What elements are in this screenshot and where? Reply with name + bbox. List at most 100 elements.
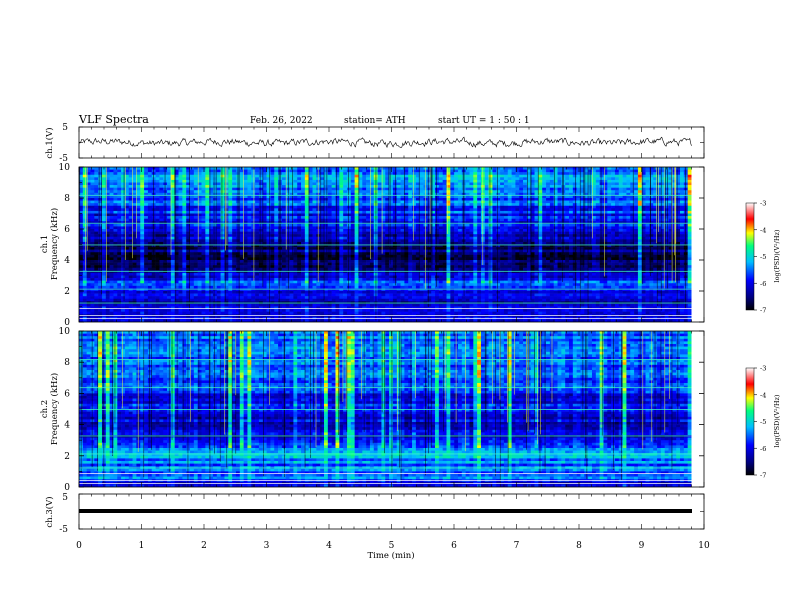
spectrogram-cell bbox=[209, 218, 214, 222]
spectrogram-cell bbox=[607, 210, 612, 214]
spectrogram-cell bbox=[389, 210, 394, 214]
spectrogram-cell bbox=[634, 190, 639, 194]
spectrogram-cell bbox=[366, 213, 371, 217]
spectrogram-cell bbox=[182, 218, 187, 222]
spectrogram-cell bbox=[220, 192, 225, 196]
spectrogram-cell bbox=[220, 195, 225, 199]
spectrogram-cell bbox=[251, 192, 256, 196]
spectrogram-cell bbox=[488, 200, 493, 204]
spectrogram-cell bbox=[435, 218, 440, 222]
spectrogram-cell bbox=[105, 216, 110, 219]
spectrogram-cell bbox=[389, 203, 394, 207]
spectrogram-cell bbox=[121, 236, 126, 240]
spectrogram-cell bbox=[427, 192, 432, 196]
spectrogram-cell bbox=[492, 198, 497, 201]
spectrogram-cell bbox=[220, 205, 225, 209]
spectrogram-cell bbox=[136, 234, 141, 238]
spectrogram-cell bbox=[251, 190, 256, 194]
spectrogram-cell bbox=[569, 195, 574, 199]
spectrogram-cell bbox=[301, 169, 306, 173]
spectrogram-cell bbox=[232, 229, 237, 232]
spectrogram-cell bbox=[634, 216, 639, 219]
spectrogram-cell bbox=[645, 208, 650, 212]
spectrogram-cell bbox=[98, 205, 103, 209]
spectrogram-cell bbox=[193, 229, 198, 232]
spectrogram-cell bbox=[565, 234, 570, 238]
spectrogram-cell bbox=[147, 236, 153, 240]
spectrogram-cell bbox=[109, 187, 114, 191]
spectrogram-cell bbox=[500, 192, 505, 196]
spectrogram-cell bbox=[140, 169, 145, 173]
spectrogram-cell bbox=[147, 177, 153, 181]
spectrogram-cell bbox=[90, 218, 95, 222]
spectrogram-cell bbox=[549, 223, 554, 227]
spectrogram-cell bbox=[591, 172, 597, 176]
spectrogram-cell bbox=[519, 187, 524, 191]
spectrogram-cell bbox=[324, 200, 329, 204]
spectrogram-cell bbox=[358, 172, 363, 176]
spectrogram-cell bbox=[599, 208, 604, 212]
spectrogram-cell bbox=[140, 239, 145, 243]
spectrogram-cell bbox=[546, 234, 551, 238]
spectrogram-cell bbox=[622, 210, 627, 214]
spectrogram-cell bbox=[557, 229, 562, 232]
spectrogram-cell bbox=[435, 169, 440, 173]
spectrogram-cell bbox=[209, 190, 214, 194]
spectrogram-cell bbox=[320, 185, 325, 188]
spectrogram-cell bbox=[385, 177, 390, 181]
spectrogram-cell bbox=[270, 169, 275, 173]
spectrogram-cell bbox=[664, 177, 669, 181]
spectrogram-cell bbox=[519, 216, 524, 219]
spectrogram-cell bbox=[496, 203, 501, 207]
spectrogram-cell bbox=[304, 182, 309, 186]
spectrogram-cell bbox=[124, 210, 130, 214]
spectrogram-cell bbox=[182, 195, 187, 199]
spectrogram-cell bbox=[190, 205, 195, 209]
spectrogram-cell bbox=[645, 187, 650, 191]
spectrogram-cell bbox=[193, 234, 198, 238]
spectrogram-cell bbox=[331, 216, 336, 219]
spectrogram-cell bbox=[599, 229, 604, 232]
spectrogram-cell bbox=[293, 190, 298, 194]
spectrogram-cell bbox=[193, 169, 198, 173]
spectrogram-cell bbox=[427, 231, 432, 235]
spectrogram-cell bbox=[584, 236, 589, 240]
spectrogram-cell bbox=[500, 198, 505, 201]
spectrogram-cell bbox=[205, 203, 210, 207]
spectrogram-cell bbox=[86, 231, 91, 235]
spectrogram-cell bbox=[243, 244, 248, 248]
spectrogram-cell bbox=[427, 185, 432, 188]
spectrogram-cell bbox=[385, 210, 390, 214]
spectrogram-cell bbox=[542, 177, 547, 181]
spectrogram-cell bbox=[645, 244, 650, 248]
spectrogram-cell bbox=[427, 190, 432, 194]
spectrogram-cell bbox=[637, 177, 643, 181]
spectrogram-cell bbox=[457, 218, 463, 222]
spectrogram-cell bbox=[618, 231, 623, 235]
spectrogram-cell bbox=[124, 216, 130, 219]
spectrogram-cell bbox=[155, 192, 160, 196]
spectrogram-cell bbox=[170, 226, 176, 230]
spectrogram-cell bbox=[224, 195, 229, 199]
spectrogram-cell bbox=[324, 244, 329, 248]
spectrogram-cell bbox=[496, 190, 501, 194]
spectrogram-cell bbox=[216, 216, 221, 219]
spectrogram-cell bbox=[588, 244, 593, 248]
spectrogram-cell bbox=[473, 177, 478, 181]
spectrogram-cell bbox=[565, 174, 570, 178]
spectrogram-cell bbox=[622, 208, 627, 212]
spectrogram-cell bbox=[159, 185, 164, 188]
spectrogram-cell bbox=[473, 179, 478, 183]
spectrogram-cell bbox=[645, 200, 650, 204]
spectrogram-cell bbox=[346, 172, 352, 176]
spectrogram-cell bbox=[205, 229, 210, 232]
spectrogram-cell bbox=[274, 236, 279, 240]
spectrogram-cell bbox=[86, 190, 91, 194]
spectrogram-cell bbox=[657, 234, 662, 238]
spectrogram-cell bbox=[354, 234, 359, 238]
spectrogram-cell bbox=[435, 234, 440, 238]
spectrogram-cell bbox=[469, 187, 474, 191]
spectrogram-cell bbox=[140, 244, 145, 248]
spectrogram-cell bbox=[281, 172, 287, 176]
spectrogram-cell bbox=[155, 231, 160, 235]
